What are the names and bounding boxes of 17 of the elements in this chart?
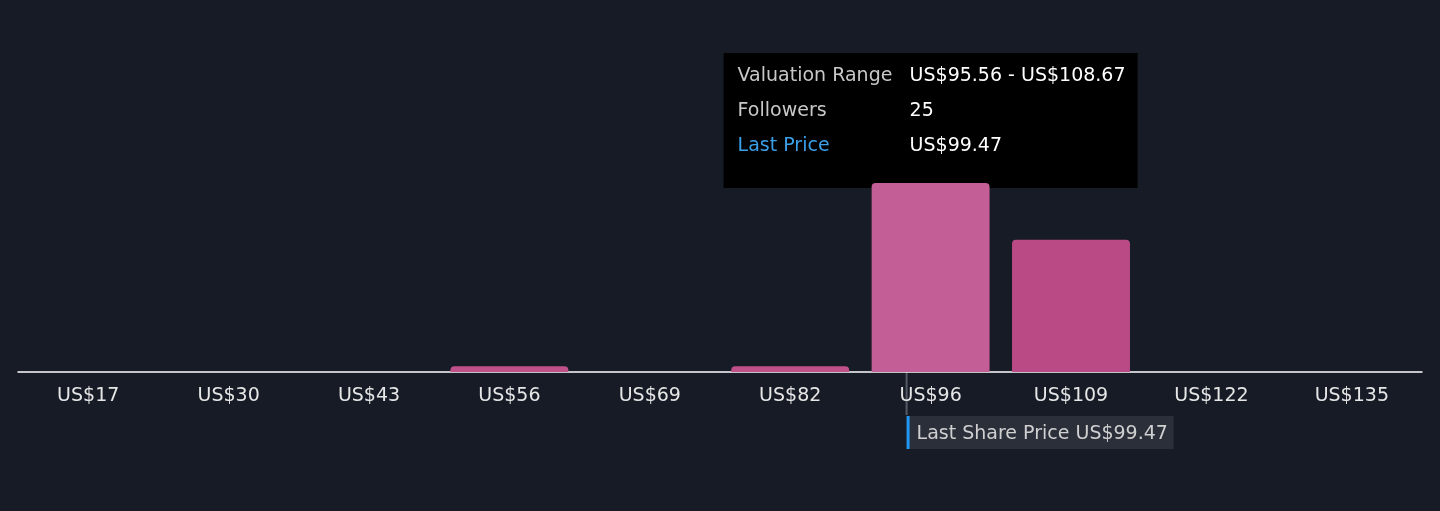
x-tick-label: US$109	[1033, 382, 1109, 405]
text: Followers	[737, 98, 827, 120]
text: Valuation Range	[737, 63, 893, 85]
x-tick-label: US$30	[197, 382, 260, 405]
x-tick-label: US$17	[57, 382, 120, 405]
x-tick-label: US$82	[759, 382, 822, 405]
x-tick-label: US$96	[899, 382, 962, 405]
x-tick-label: US$135	[1314, 382, 1389, 405]
text: 25	[909, 98, 934, 120]
x-tick-label: US$122	[1174, 382, 1249, 405]
text: Last Share Price US$99.47	[916, 421, 1168, 443]
x-tick-label: US$56	[478, 382, 541, 405]
text: Last Price	[737, 133, 830, 155]
x-tick-label: US$69	[618, 382, 681, 405]
text: US$99.47	[909, 133, 1003, 155]
text: US$95.56 - US$108.67	[909, 63, 1126, 85]
x-tick-label: US$43	[337, 382, 401, 405]
